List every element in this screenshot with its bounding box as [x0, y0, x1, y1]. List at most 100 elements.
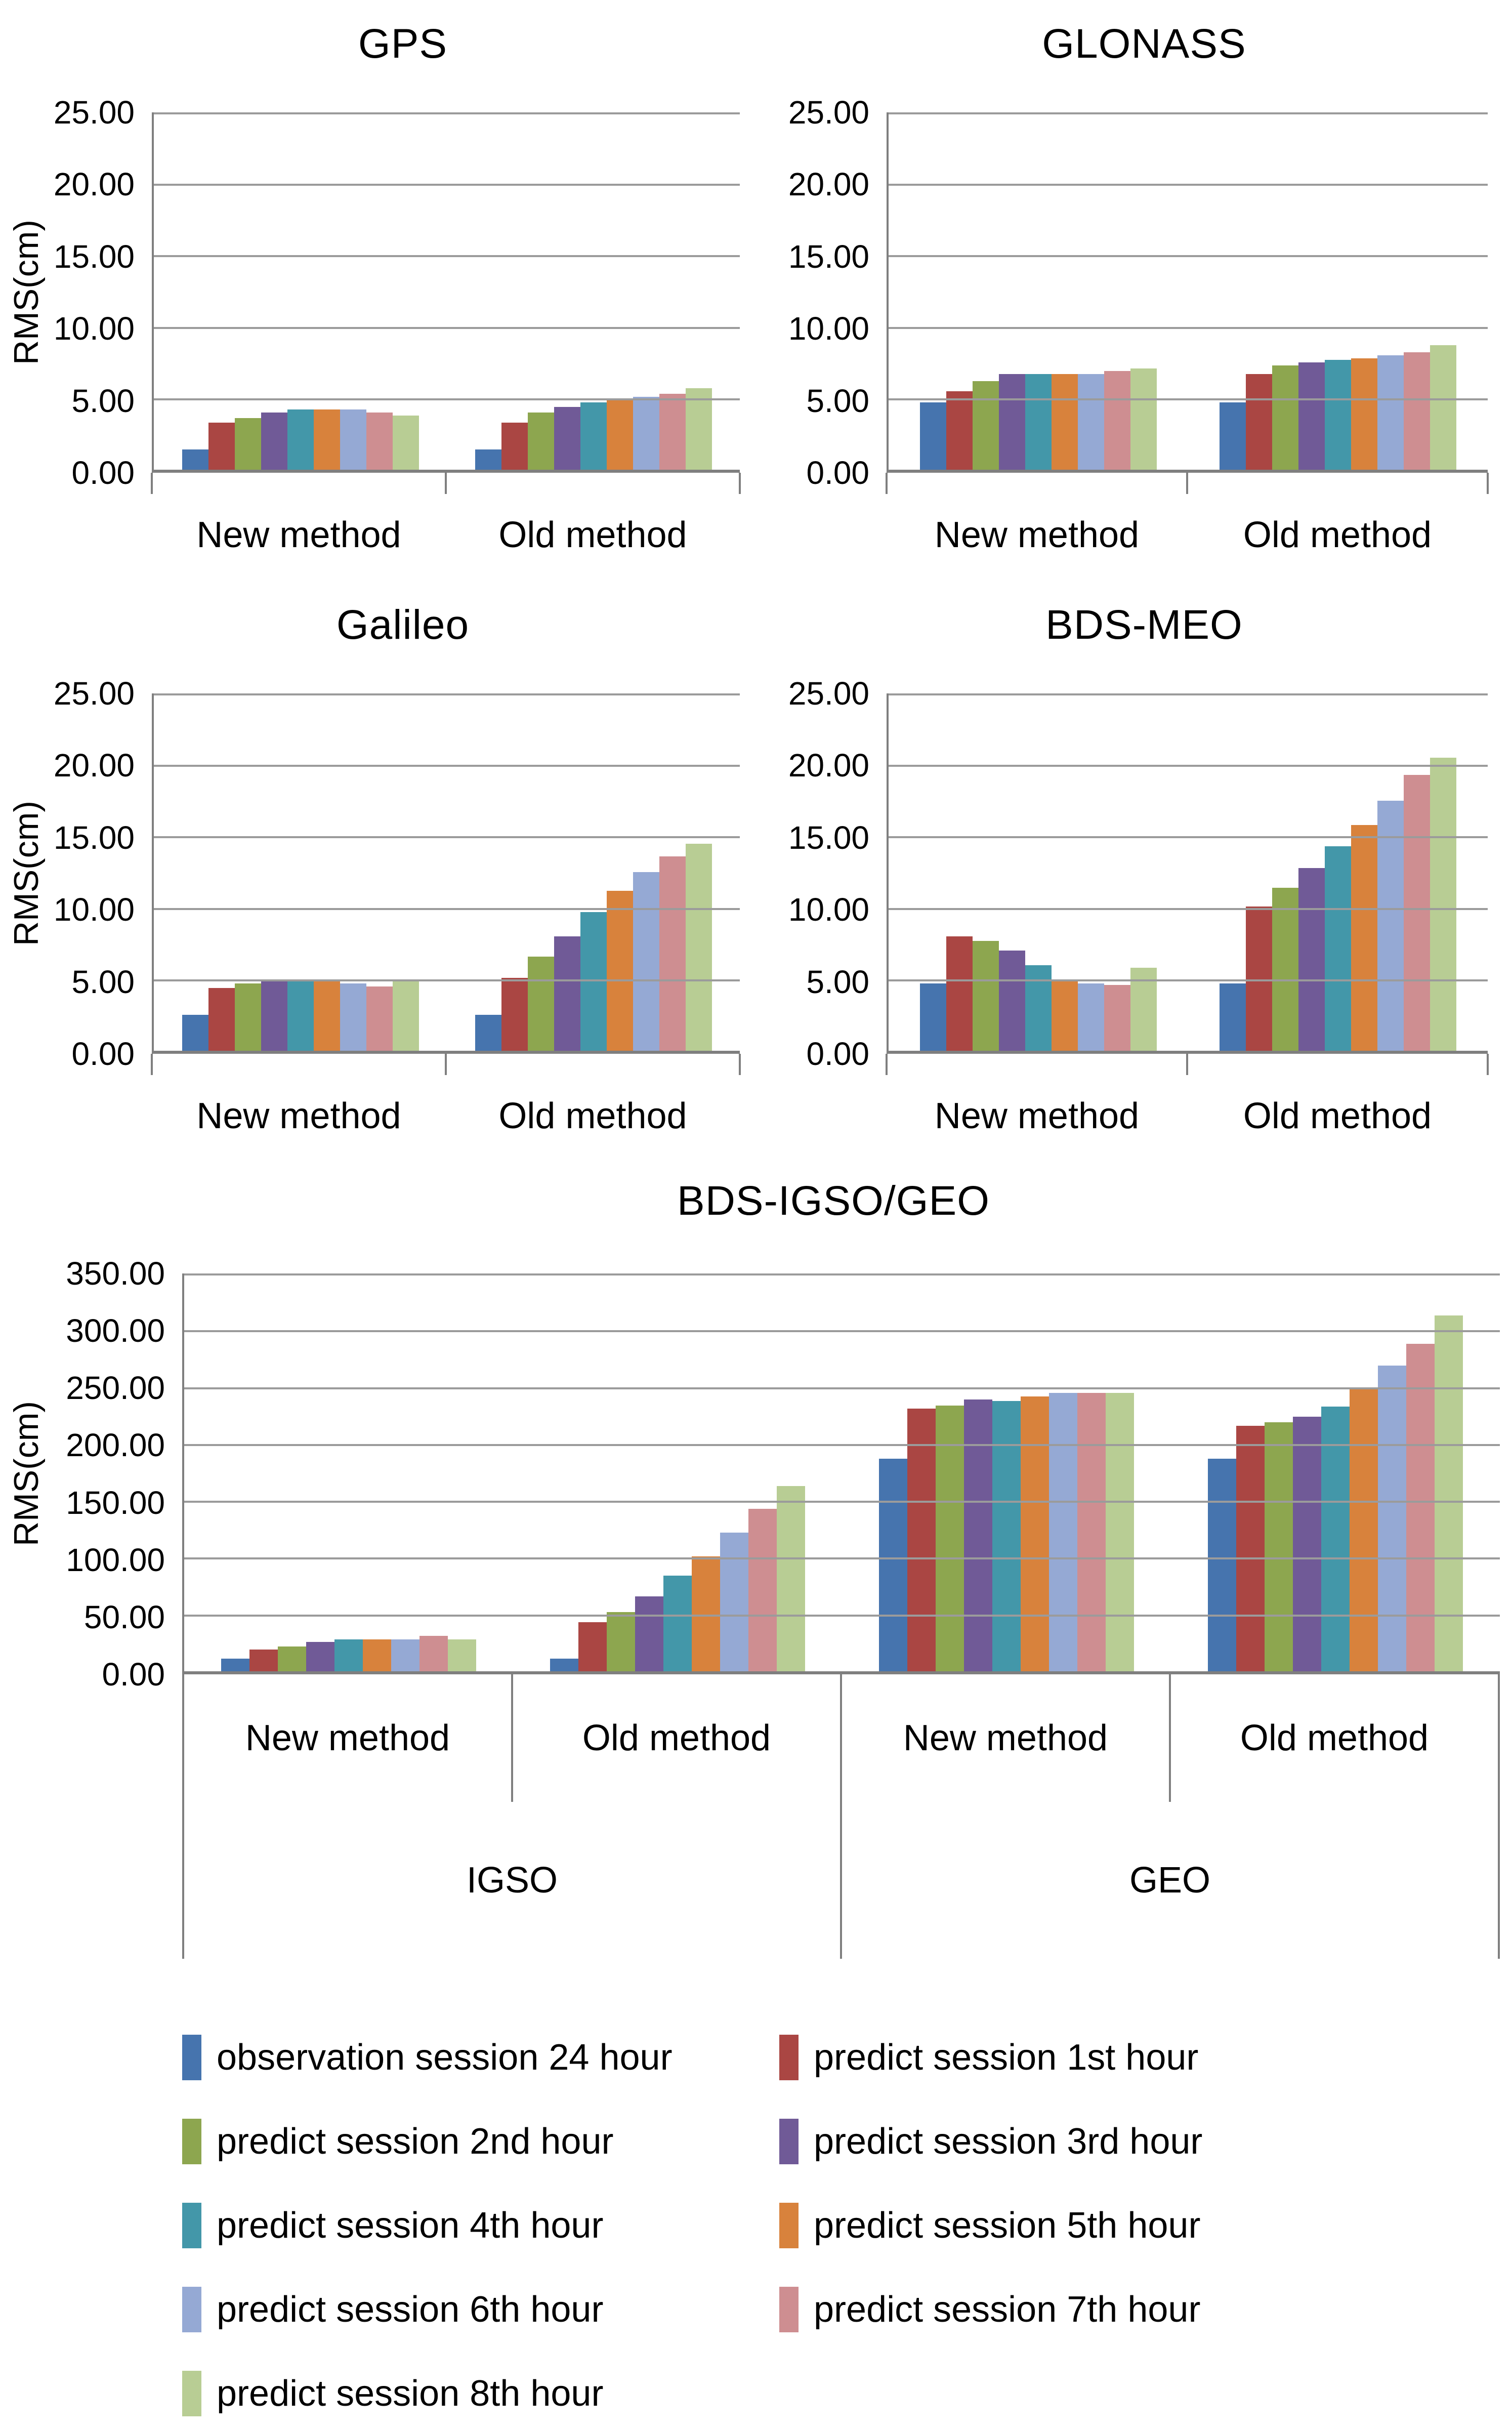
bar-series-2	[1272, 365, 1298, 470]
axis-tick	[1186, 473, 1188, 494]
bar-series-1	[946, 391, 973, 470]
bar-series-2	[234, 983, 261, 1051]
bar-series-6	[340, 983, 366, 1051]
bar-series-5	[1052, 374, 1078, 470]
axis-tick	[739, 473, 741, 494]
bar-series-1	[208, 987, 235, 1051]
chart-title: GLONASS	[1042, 21, 1246, 67]
bar-groups	[184, 1273, 1500, 1671]
bar-series-2	[234, 418, 261, 470]
bar-series-5	[1052, 980, 1078, 1051]
legend-swatch-icon	[182, 2203, 201, 2248]
y-tick-label: 10.00	[788, 891, 869, 928]
bar-series-1	[578, 1622, 607, 1671]
gridline	[889, 765, 1488, 767]
legend-item: predict session 6th hour	[182, 2287, 779, 2332]
y-axis-title-box: RMS(cm)	[5, 112, 48, 473]
y-axis-title: RMS(cm)	[7, 801, 46, 946]
y-ticks: 25.00 20.00 15.00 10.00 5.00 0.00	[782, 94, 887, 491]
bar-series-1	[946, 936, 973, 1051]
bar-series-6	[633, 872, 659, 1051]
gridline	[154, 836, 740, 839]
chart-body: 25.00 20.00 15.00 10.00 5.00 0.00 New method O…	[740, 675, 1489, 1137]
gridline	[154, 184, 740, 186]
chart-title: Galileo	[336, 602, 470, 648]
axis-ticks	[886, 473, 1489, 494]
gridline	[889, 836, 1488, 839]
legend: observation session 24 hour predict sessi…	[182, 2035, 1500, 2416]
bar-series-0	[1220, 983, 1246, 1051]
y-tick-label: 0.00	[102, 1656, 165, 1693]
bar-series-0	[1208, 1459, 1236, 1671]
bar-series-6	[1377, 800, 1404, 1051]
bar-group	[154, 112, 447, 470]
axis-tick	[445, 1054, 447, 1075]
bar-group	[447, 112, 740, 470]
plot-column: New method Old method	[886, 693, 1489, 1137]
plot-column: New method Old method	[886, 112, 1489, 556]
y-tick-label: 10.00	[788, 310, 869, 347]
legend-item: predict session 7th hour	[779, 2287, 1500, 2332]
bar-series-0	[920, 402, 946, 470]
bar-series-4	[1025, 374, 1052, 470]
y-tick-label: 50.00	[83, 1598, 165, 1635]
bar-series-0	[182, 1015, 208, 1051]
axis-tick	[445, 473, 447, 494]
bar-group	[513, 1273, 842, 1671]
bar-series-4	[1325, 846, 1351, 1051]
bar-group	[842, 1273, 1171, 1671]
axis-tick	[151, 1054, 153, 1075]
y-axis-title-box: RMS(cm)	[5, 1273, 48, 1674]
bar-series-3	[964, 1399, 992, 1671]
chart-body: RMS(cm) 350.00 300.00 250.00 200.00 150.00 10…	[5, 1255, 1500, 1959]
bar-series-4	[287, 979, 314, 1051]
bar-series-2	[1272, 888, 1298, 1051]
plot-area	[182, 1273, 1500, 1674]
bar-series-5	[606, 890, 633, 1051]
bar-series-2	[607, 1612, 635, 1671]
bar-series-2	[527, 413, 554, 470]
bar-series-5	[1021, 1396, 1049, 1671]
bar-series-8	[448, 1639, 476, 1671]
axis-tick	[1487, 1054, 1489, 1075]
y-tick-label: 0.00	[71, 455, 135, 491]
axis-tick	[739, 1054, 741, 1075]
bar-series-1	[1236, 1425, 1265, 1671]
bar-series-7	[366, 413, 393, 470]
y-tick-label: 5.00	[71, 382, 135, 419]
bar-series-7	[1104, 985, 1130, 1051]
plot-area	[887, 112, 1488, 473]
bar-series-3	[999, 951, 1025, 1051]
bar-series-1	[501, 422, 528, 470]
bar-series-7	[1404, 352, 1430, 470]
x-labels: New method Old method	[152, 1095, 740, 1137]
x-category-label: New method	[934, 515, 1140, 555]
bar-series-7	[1404, 774, 1430, 1051]
bar-series-8	[685, 843, 712, 1051]
legend-swatch-icon	[182, 2119, 201, 2164]
y-tick-label: 15.00	[53, 819, 135, 856]
bar-group	[889, 693, 1188, 1051]
axis-ticks	[151, 473, 741, 494]
plot-column: New method Old method New method Old method…	[182, 1273, 1500, 1959]
gridline	[154, 326, 740, 329]
y-ticks: 350.00 300.00 250.00 200.00 150.00 100.00 50.0…	[48, 1255, 182, 1693]
bar-series-3	[554, 936, 580, 1051]
chart-title: BDS-IGSO/GEO	[677, 1178, 990, 1224]
y-tick-label: 20.00	[788, 747, 869, 784]
axis-ticks	[886, 1054, 1489, 1075]
gridline	[154, 398, 740, 400]
bar-series-7	[659, 394, 686, 470]
bar-groups	[154, 112, 740, 470]
axis-tick	[886, 1054, 888, 1075]
gridline	[184, 1273, 1500, 1275]
y-tick-label: 5.00	[806, 963, 869, 1000]
bar-series-6	[633, 396, 659, 470]
bar-series-4	[992, 1401, 1021, 1671]
legend-swatch-icon	[779, 2203, 799, 2248]
plot-area	[887, 693, 1488, 1054]
chart-title: GPS	[358, 21, 448, 67]
gridline	[889, 112, 1488, 114]
x-labels: New method Old method	[152, 514, 740, 556]
x-category-label: Old method	[1243, 1096, 1432, 1136]
